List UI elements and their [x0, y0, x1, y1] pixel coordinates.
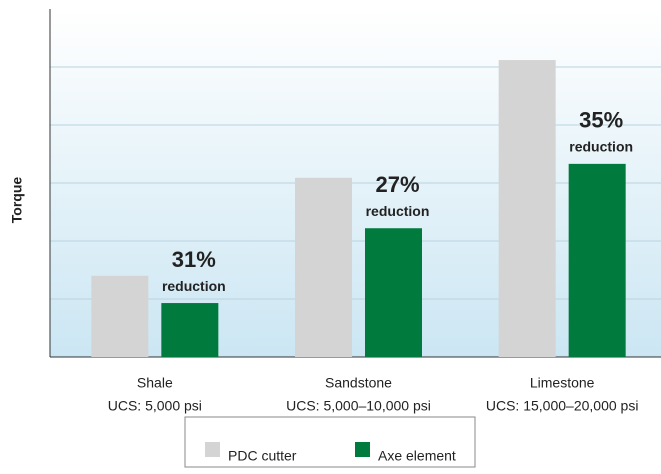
x-tick-note: UCS: 5,000–10,000 psi — [286, 398, 431, 414]
legend-swatch — [205, 442, 220, 457]
bar — [498, 60, 556, 357]
x-tick-note: UCS: 5,000 psi — [108, 398, 202, 414]
legend-label: PDC cutter — [228, 448, 297, 464]
bar — [91, 275, 149, 357]
annotation-note: reduction — [366, 203, 430, 219]
bar — [365, 228, 422, 357]
y-axis-label: Torque — [9, 177, 25, 224]
annotation-note: reduction — [162, 278, 226, 294]
x-tick-label: Limestone — [530, 375, 595, 391]
annotation-note: reduction — [569, 139, 633, 155]
bar — [161, 303, 219, 357]
x-tick-label: Shale — [137, 375, 173, 391]
annotation-percent: 31% — [172, 247, 216, 272]
x-tick-label: Sandstone — [325, 375, 392, 391]
annotation-percent: 27% — [375, 172, 419, 197]
annotation-percent: 35% — [579, 108, 623, 133]
legend — [184, 416, 476, 468]
bar — [295, 177, 352, 357]
x-tick-note: UCS: 15,000–20,000 psi — [486, 398, 639, 414]
bar — [568, 163, 626, 357]
legend-swatch — [355, 442, 370, 457]
legend-label: Axe element — [378, 448, 456, 464]
